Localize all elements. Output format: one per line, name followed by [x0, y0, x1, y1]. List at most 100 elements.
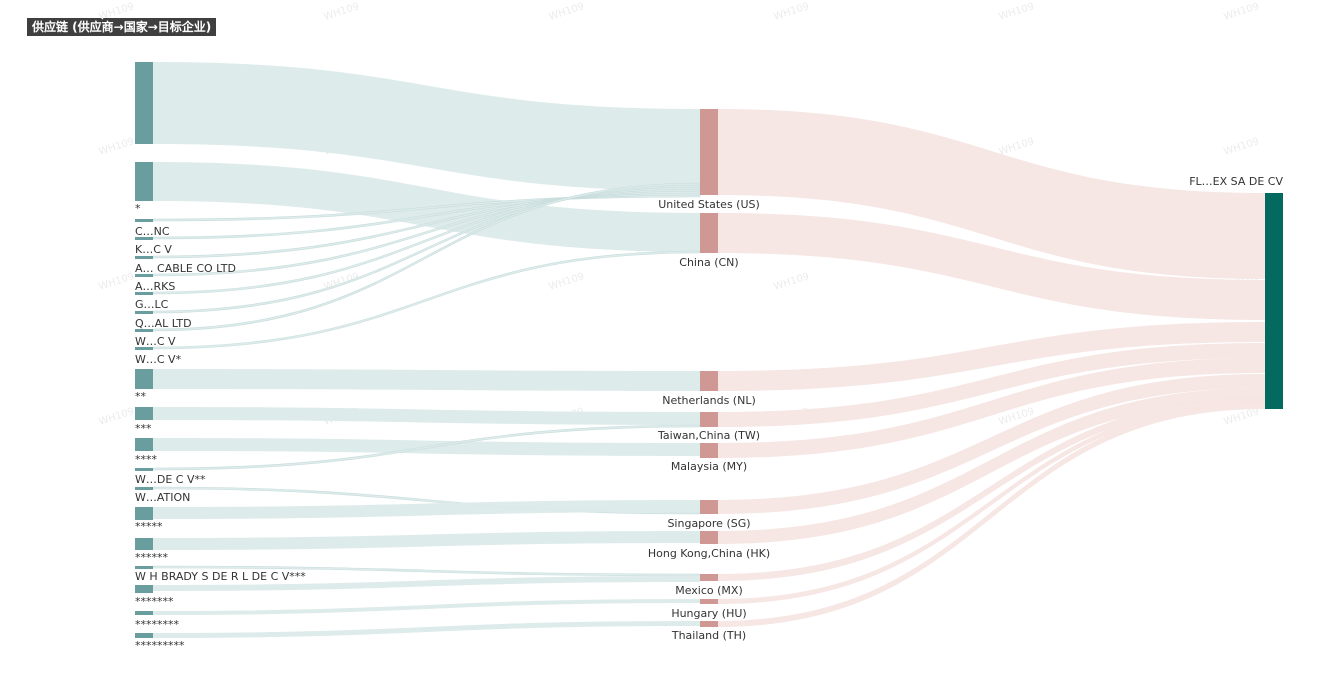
watermark-text: WH109 — [98, 1, 136, 23]
supplier-node[interactable] — [135, 487, 153, 490]
country-node-mexico-mx[interactable] — [700, 574, 718, 581]
supplier-label: *** — [135, 422, 152, 435]
supplier-label: ********* — [135, 639, 185, 652]
country-target-link[interactable] — [718, 374, 1265, 514]
country-label: Malaysia (MY) — [671, 460, 747, 473]
supplier-country-link[interactable] — [153, 407, 700, 425]
country-target-link[interactable] — [718, 403, 1265, 627]
supplier-node[interactable] — [135, 219, 153, 222]
watermark-text: WH109 — [1223, 1, 1261, 23]
country-node-taiwan-china-tw[interactable] — [700, 412, 718, 427]
supplier-label: W…C V* — [135, 353, 182, 366]
supplier-node[interactable] — [135, 62, 153, 144]
supplier-label: C…NC — [135, 225, 170, 238]
country-target-link[interactable] — [718, 322, 1265, 391]
supplier-node[interactable] — [135, 237, 153, 240]
supplier-label: ** — [135, 390, 147, 403]
country-node-malaysia-my[interactable] — [700, 443, 718, 458]
country-target-link[interactable] — [718, 213, 1265, 320]
links-layer — [152, 62, 1265, 638]
supplier-label: ***** — [135, 520, 163, 533]
supplier-node[interactable] — [135, 507, 153, 520]
watermark-text: WH109 — [548, 1, 586, 23]
supplier-node[interactable] — [135, 611, 153, 615]
supplier-node[interactable] — [135, 329, 153, 332]
country-node-thailand-th[interactable] — [700, 621, 718, 627]
supplier-node[interactable] — [135, 407, 153, 420]
country-node-china-cn[interactable] — [700, 213, 718, 253]
supplier-node[interactable] — [135, 633, 153, 638]
target-label: FL…EX SA DE CV — [1189, 175, 1283, 188]
country-label: Hungary (HU) — [671, 607, 746, 620]
supplier-node[interactable] — [135, 369, 153, 389]
country-target-link[interactable] — [718, 358, 1265, 458]
labels-layer: * C…NC K…C V A… CABLE CO LTD A…RKS G…LC Q…AL L… — [135, 175, 1283, 652]
supplier-node[interactable] — [135, 162, 153, 201]
country-node-hong-kong-china-hk[interactable] — [700, 531, 718, 544]
country-label: Mexico (MX) — [675, 584, 743, 597]
supplier-node[interactable] — [135, 538, 153, 550]
country-label: Taiwan,China (TW) — [657, 429, 760, 442]
supplier-label: ****** — [135, 551, 169, 564]
country-target-link[interactable] — [718, 397, 1265, 581]
watermark-text: WH109 — [998, 136, 1036, 158]
watermark-text: WH109 — [98, 136, 136, 158]
supplier-label: A… CABLE CO LTD — [135, 262, 236, 275]
country-label: Thailand (TH) — [671, 629, 746, 642]
supplier-node[interactable] — [135, 311, 153, 314]
supplier-country-link[interactable] — [153, 62, 700, 191]
supplier-label: G…LC — [135, 298, 169, 311]
country-label: United States (US) — [658, 198, 760, 211]
watermark-text: WH109 — [998, 1, 1036, 23]
watermark-text: WH109 — [773, 271, 811, 293]
supplier-node[interactable] — [135, 468, 153, 471]
watermark-text: WH109 — [548, 271, 586, 293]
supplier-label: **** — [135, 453, 158, 466]
supplier-label: ******** — [135, 618, 180, 631]
country-target-link[interactable] — [718, 388, 1265, 544]
supplier-node[interactable] — [135, 256, 153, 259]
watermark-text: WH109 — [98, 406, 136, 428]
supplier-label: Q…AL LTD — [135, 317, 192, 330]
country-label: Singapore (SG) — [667, 517, 750, 530]
supplier-node[interactable] — [135, 274, 153, 277]
target-node[interactable] — [1265, 193, 1283, 409]
supplier-label: W…ATION — [135, 491, 190, 504]
country-target-link[interactable] — [718, 343, 1265, 427]
supplier-node[interactable] — [135, 438, 153, 451]
watermark-text: WH109 — [1223, 136, 1261, 158]
supplier-label: K…C V — [135, 243, 172, 256]
country-target-link[interactable] — [718, 401, 1265, 604]
supplier-node[interactable] — [135, 566, 153, 569]
watermark-text: WH109 — [323, 1, 361, 23]
supplier-country-link[interactable] — [152, 194, 701, 222]
country-label: China (CN) — [679, 256, 738, 269]
country-node-hungary-hu[interactable] — [700, 599, 718, 604]
supplier-country-link[interactable] — [153, 599, 700, 615]
watermark-text: WH109 — [98, 271, 136, 293]
supplier-node[interactable] — [135, 585, 153, 593]
supplier-label: W…C V — [135, 335, 176, 348]
country-node-united-states-us[interactable] — [700, 109, 718, 195]
country-label: Netherlands (NL) — [662, 394, 756, 407]
supplier-country-link[interactable] — [153, 621, 700, 638]
country-label: Hong Kong,China (HK) — [648, 547, 770, 560]
watermark-text: WH109 — [773, 1, 811, 23]
supplier-label: * — [135, 202, 141, 215]
supplier-country-link[interactable] — [153, 576, 700, 591]
country-target-link[interactable] — [718, 109, 1265, 279]
supplier-country-link[interactable] — [153, 531, 700, 550]
supplier-country-link[interactable] — [153, 500, 700, 519]
supplier-country-link[interactable] — [153, 369, 700, 391]
country-node-singapore-sg[interactable] — [700, 500, 718, 514]
supplier-node[interactable] — [135, 292, 153, 295]
supplier-label: ******* — [135, 595, 174, 608]
supplier-label: W H BRADY S DE R L DE C V*** — [135, 570, 306, 583]
country-node-netherlands-nl[interactable] — [700, 371, 718, 391]
supplier-label: A…RKS — [135, 280, 175, 293]
nodes-layer — [135, 62, 1283, 638]
supplier-label: W…DE C V** — [135, 473, 206, 486]
chart-title: 供应链 (供应商→国家→目标企业) — [27, 18, 217, 36]
supplier-node[interactable] — [135, 347, 153, 350]
